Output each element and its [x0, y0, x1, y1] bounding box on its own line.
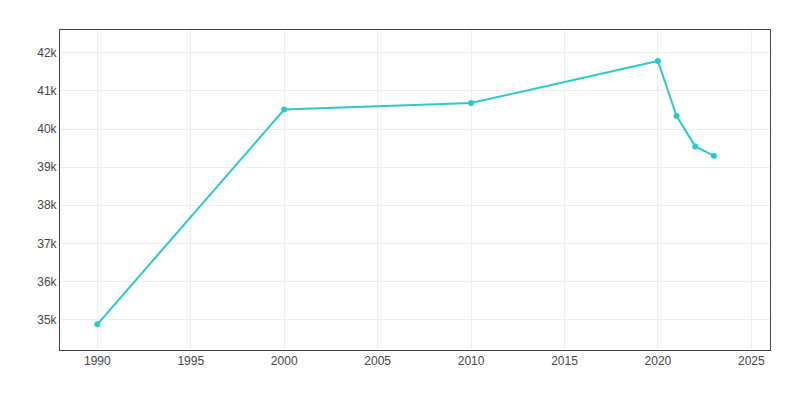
svg-text:37k: 37k [37, 237, 57, 251]
svg-text:35k: 35k [37, 313, 57, 327]
svg-text:1995: 1995 [177, 354, 204, 368]
svg-text:2005: 2005 [364, 354, 391, 368]
svg-text:39k: 39k [37, 160, 57, 174]
svg-text:2015: 2015 [551, 354, 578, 368]
svg-text:42k: 42k [37, 46, 57, 60]
svg-text:2025: 2025 [738, 354, 765, 368]
svg-text:40k: 40k [37, 122, 57, 136]
svg-text:2020: 2020 [645, 354, 672, 368]
svg-text:41k: 41k [37, 84, 57, 98]
svg-text:2010: 2010 [458, 354, 485, 368]
svg-text:38k: 38k [37, 198, 57, 212]
svg-text:2000: 2000 [271, 354, 298, 368]
svg-text:1990: 1990 [84, 354, 111, 368]
svg-text:36k: 36k [37, 275, 57, 289]
